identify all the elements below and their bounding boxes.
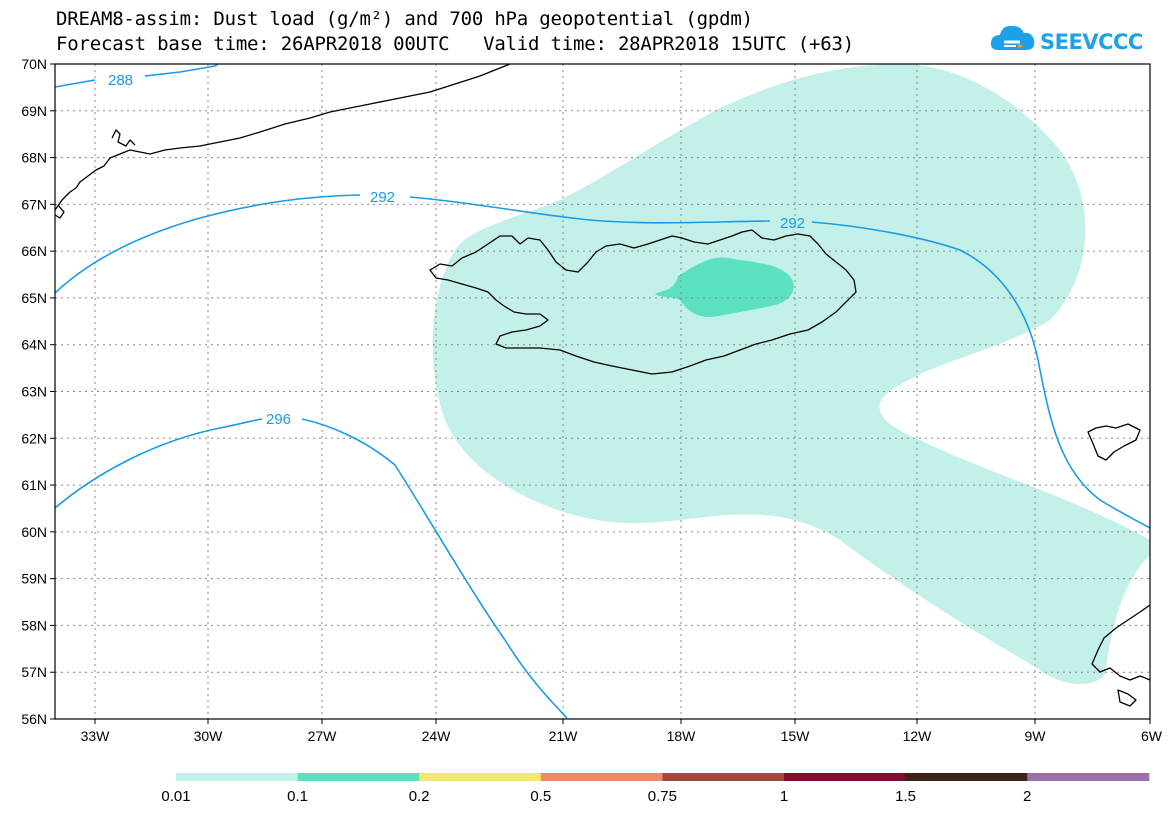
colorbar-swatch [784,773,907,781]
lat-label: 70N [21,56,47,72]
colorbar-swatch [540,773,663,781]
lat-label: 61N [21,477,47,493]
lat-label: 59N [21,571,47,587]
colorbar-swatch [419,773,542,781]
contour-label-292-east: 292 [780,215,805,232]
graticule [55,64,1150,719]
contour-292 [54,194,1151,529]
colorbar: 0.01 0.1 0.2 0.5 0.75 1 1.5 2 [161,773,1150,805]
longitude-labels: 33W 30W 27W 24W 21W 18W 15W 12W 9W 6W [81,719,1163,744]
logo-text: SEEVCCC [1040,30,1143,54]
lon-label: 9W [1025,728,1047,744]
colorbar-swatch [905,773,1028,781]
colorbar-label: 0.1 [287,788,308,805]
dust-area-medium [655,257,794,318]
colorbar-label: 0.01 [161,788,190,805]
colorbar-label: 1 [780,788,788,805]
contour-label-296: 296 [266,411,291,428]
lat-label: 69N [21,103,47,119]
geopotential-contours [54,63,1151,719]
colorbar-label: 0.2 [409,788,430,805]
colorbar-swatch [297,773,420,781]
contour-label-288: 288 [108,72,133,89]
chart-title-line-1: DREAM8-assim: Dust load (g/m²) and 700 h… [56,8,753,30]
lon-label: 33W [81,728,111,744]
lat-label: 60N [21,524,47,540]
lat-label: 65N [21,290,47,306]
colorbar-label: 2 [1023,788,1031,805]
lat-label: 66N [21,243,47,259]
colorbar-swatch [176,773,299,781]
lon-label: 30W [194,728,224,744]
lat-label: 58N [21,617,47,633]
lat-label: 64N [21,337,47,353]
colorbar-label: 0.5 [530,788,551,805]
contour-296 [54,418,568,719]
contour-label-292-west: 292 [370,189,395,206]
lon-label: 12W [903,728,933,744]
colorbar-label: 0.75 [648,788,677,805]
dust-area-light [432,64,1150,685]
lon-label: 27W [308,728,338,744]
contour-288 [54,63,219,88]
lat-label: 63N [21,384,47,400]
lon-label: 18W [667,728,697,744]
chart-title-line-2: Forecast base time: 26APR2018 00UTC Vali… [56,33,854,55]
colorbar-label: 1.5 [895,788,916,805]
lon-label: 15W [781,728,811,744]
lat-label: 67N [21,196,47,212]
lon-label: 6W [1141,728,1163,744]
lat-label: 56N [21,711,47,727]
lat-label: 57N [21,664,47,680]
lon-label: 21W [549,728,579,744]
coastline [54,63,1151,707]
seevccc-logo: SEEVCCC [990,25,1143,54]
lat-label: 62N [21,430,47,446]
cloud-icon [990,25,1035,50]
lat-label: 68N [21,150,47,166]
colorbar-swatch [1027,773,1150,781]
colorbar-swatch [662,773,785,781]
latitude-labels: 70N 69N 68N 67N 66N 65N 64N 63N 62N 61N 60N 59N 58N 5… [21,56,55,727]
lon-label: 24W [422,728,452,744]
